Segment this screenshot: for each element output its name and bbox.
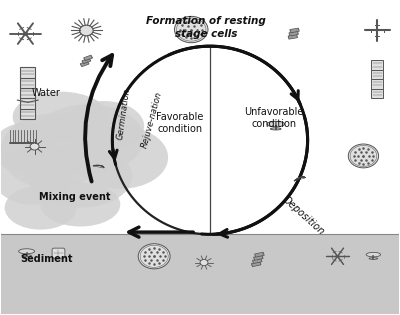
- Ellipse shape: [72, 126, 168, 189]
- Polygon shape: [82, 58, 91, 64]
- Circle shape: [348, 144, 378, 168]
- Text: Mixing event: Mixing event: [39, 192, 110, 202]
- Ellipse shape: [40, 183, 120, 226]
- Polygon shape: [255, 252, 264, 257]
- Polygon shape: [1, 234, 399, 314]
- Bar: [20, 98, 35, 109]
- Ellipse shape: [369, 258, 378, 259]
- Bar: [372, 60, 383, 70]
- Circle shape: [30, 143, 39, 150]
- Polygon shape: [294, 177, 305, 181]
- Circle shape: [174, 16, 208, 43]
- Polygon shape: [290, 28, 299, 33]
- Ellipse shape: [22, 255, 31, 257]
- Polygon shape: [252, 259, 262, 263]
- Ellipse shape: [19, 249, 34, 254]
- Ellipse shape: [366, 252, 380, 257]
- Bar: [372, 89, 383, 98]
- Bar: [20, 88, 35, 98]
- Polygon shape: [84, 55, 93, 61]
- Ellipse shape: [1, 114, 104, 189]
- Ellipse shape: [270, 128, 281, 130]
- Circle shape: [138, 244, 170, 269]
- Ellipse shape: [13, 92, 108, 142]
- Text: Unfavorable
condition: Unfavorable condition: [244, 107, 304, 129]
- Bar: [20, 78, 35, 88]
- Polygon shape: [252, 262, 261, 266]
- Ellipse shape: [32, 104, 144, 173]
- Ellipse shape: [0, 123, 56, 173]
- Text: Water: Water: [32, 88, 61, 98]
- Ellipse shape: [5, 186, 76, 230]
- Polygon shape: [254, 255, 263, 260]
- Text: Favorable
condition: Favorable condition: [156, 112, 204, 134]
- FancyBboxPatch shape: [52, 248, 65, 258]
- Text: Rejuve­nation: Rejuve­nation: [140, 91, 164, 149]
- Ellipse shape: [28, 145, 132, 208]
- Polygon shape: [80, 61, 89, 67]
- Bar: [372, 70, 383, 79]
- Circle shape: [200, 260, 208, 266]
- Ellipse shape: [0, 148, 72, 204]
- Polygon shape: [93, 165, 104, 168]
- Bar: [372, 79, 383, 89]
- Polygon shape: [288, 35, 298, 39]
- Ellipse shape: [267, 121, 284, 127]
- Circle shape: [80, 25, 93, 36]
- Bar: [20, 67, 35, 78]
- Polygon shape: [1, 1, 399, 234]
- Text: Deposition: Deposition: [281, 194, 326, 237]
- Polygon shape: [289, 32, 298, 36]
- Text: Formation of resting
stage cells: Formation of resting stage cells: [146, 16, 266, 38]
- Text: Germination: Germination: [116, 87, 132, 140]
- Text: Sediment: Sediment: [20, 255, 73, 264]
- Bar: [20, 109, 35, 119]
- Ellipse shape: [64, 101, 144, 151]
